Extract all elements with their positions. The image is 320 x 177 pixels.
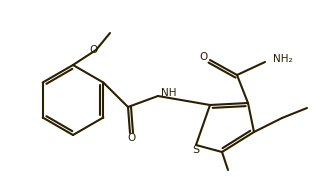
- Text: NH₂: NH₂: [273, 54, 292, 64]
- Text: O: O: [200, 52, 208, 62]
- Text: O: O: [128, 133, 136, 143]
- Text: S: S: [192, 145, 200, 155]
- Text: O: O: [89, 45, 97, 55]
- Text: NH: NH: [161, 88, 177, 98]
